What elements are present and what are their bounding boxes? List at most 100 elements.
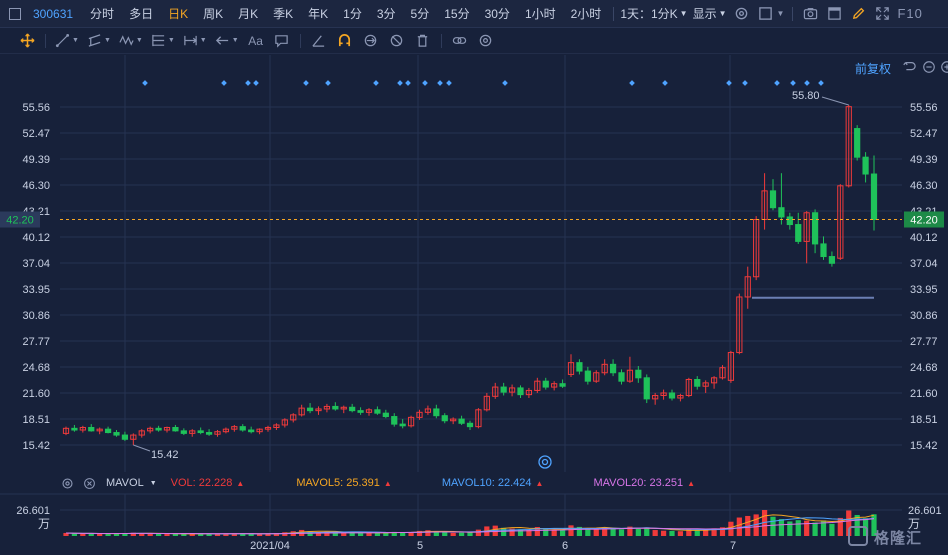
- candle: [584, 366, 591, 385]
- settings-button[interactable]: [731, 3, 753, 25]
- candle: [357, 407, 364, 415]
- minus-zoom-icon[interactable]: [922, 60, 936, 74]
- channel-tool[interactable]: ▼: [83, 30, 115, 52]
- adjust-mode-button[interactable]: 前复权: [855, 62, 892, 76]
- link-tool[interactable]: [447, 30, 473, 52]
- divider: [613, 6, 615, 21]
- period-tab-dayk[interactable]: 日K: [168, 7, 189, 21]
- price-chart[interactable]: 55.56 55.56 52.47 52.47 49.39 49.39 46.30 46.30…: [0, 55, 948, 472]
- crosshair-tool[interactable]: [14, 30, 40, 52]
- display-select[interactable]: 显示: [692, 7, 717, 21]
- event-marker-icon: [221, 80, 227, 86]
- candle: [685, 377, 692, 398]
- delete-drawings-tool[interactable]: [410, 30, 436, 52]
- f10-button[interactable]: F10: [897, 6, 923, 21]
- candle: [593, 370, 600, 383]
- period-tab-15min[interactable]: 15分: [444, 7, 470, 21]
- candle-body: [340, 406, 347, 410]
- volume-bar: [282, 532, 288, 536]
- pattern-tool[interactable]: ▼: [115, 30, 147, 52]
- period-tab-quarterk[interactable]: 季K: [273, 7, 294, 21]
- period-tab-1hour[interactable]: 1小时: [524, 7, 556, 21]
- candle-body: [113, 432, 120, 436]
- plus-zoom-icon[interactable]: [940, 60, 948, 74]
- note-tool[interactable]: [269, 30, 295, 52]
- fib-tool[interactable]: ▼: [147, 30, 179, 52]
- toolbar-settings[interactable]: [473, 30, 499, 52]
- mavol20-value: MAVOL20: 23.251: [593, 477, 684, 489]
- undo-icon[interactable]: [902, 60, 916, 74]
- candle: [652, 392, 659, 405]
- period-tab-yeark[interactable]: 年K: [308, 7, 329, 21]
- period-tab-30min[interactable]: 30分: [484, 7, 510, 21]
- candle-body: [382, 412, 389, 418]
- candle-body: [567, 362, 575, 375]
- volume-indicator-name[interactable]: MAVOL: [106, 477, 144, 489]
- candle: [643, 374, 650, 404]
- ruler-tool[interactable]: [306, 30, 332, 52]
- period-tab-monthk[interactable]: 月K: [238, 7, 259, 21]
- volume-bar: [568, 525, 574, 536]
- arrow-tool[interactable]: ▼: [211, 30, 243, 52]
- layout-button[interactable]: [823, 3, 845, 25]
- period-tab-1min[interactable]: 1分: [343, 7, 362, 21]
- text-tool[interactable]: Aa: [248, 33, 263, 48]
- y-tick-label-right: 21.60: [910, 388, 938, 400]
- candle: [349, 403, 356, 413]
- period-tab-multiday[interactable]: 多日: [129, 7, 154, 21]
- candle-body: [593, 372, 600, 382]
- candle: [382, 409, 389, 419]
- candle-body: [744, 276, 751, 298]
- event-marker-icon: [742, 80, 748, 86]
- candle: [567, 354, 575, 377]
- volume-bar: [80, 533, 86, 536]
- drawing-toolbar: ▼ ▼ ▼ ▼ ▼ ▼ Aa: [0, 28, 948, 54]
- y-tick-label-left: 46.30: [22, 180, 50, 192]
- draw-button[interactable]: [847, 3, 869, 25]
- period-tab-2hour[interactable]: 2小时: [570, 7, 602, 21]
- checkbox-icon: [759, 7, 772, 20]
- stock-code[interactable]: 300631: [33, 6, 74, 21]
- y-tick-label-right: 18.51: [910, 414, 938, 426]
- fullscreen-button[interactable]: [871, 3, 893, 25]
- volume-bar: [181, 533, 187, 536]
- screenshot-button[interactable]: [799, 3, 821, 25]
- volume-bar: [273, 533, 280, 536]
- magnet-tool[interactable]: [332, 30, 358, 52]
- volume-bar: [248, 533, 254, 536]
- candle-body: [786, 216, 793, 226]
- hide-drawings-tool[interactable]: [384, 30, 410, 52]
- candle-body: [837, 185, 844, 259]
- chevron-down-icon: ▼: [135, 37, 143, 44]
- range-tool[interactable]: ▼: [179, 30, 211, 52]
- expand-icon: [876, 7, 889, 20]
- candle: [433, 404, 440, 419]
- candle-body: [71, 427, 78, 431]
- candle-body: [508, 387, 516, 393]
- period-tab-5min[interactable]: 5分: [410, 7, 430, 21]
- sync-tool[interactable]: [358, 30, 384, 52]
- interval-select[interactable]: 1天：1分K: [620, 7, 678, 21]
- period-tab-fenshi[interactable]: 分时: [90, 7, 115, 21]
- candle-body: [601, 363, 608, 374]
- candle-body: [475, 409, 482, 428]
- channel-icon: [88, 34, 101, 47]
- event-marker-icon: [245, 80, 251, 86]
- event-marker-icon: [662, 80, 668, 86]
- volume-close-button[interactable]: [82, 476, 96, 490]
- candle: [795, 212, 802, 244]
- volume-bar: [130, 532, 136, 536]
- volume-bar: [778, 519, 785, 536]
- event-marker-icon: [303, 80, 309, 86]
- period-tab-3min[interactable]: 3分: [376, 7, 396, 21]
- candle: [365, 408, 373, 416]
- candle-body: [391, 416, 398, 425]
- candle: [525, 387, 533, 399]
- overlay-checkbox[interactable]: [755, 3, 777, 25]
- candle-body: [811, 212, 819, 245]
- line-tool[interactable]: ▼: [51, 30, 83, 52]
- volume-settings-button[interactable]: [60, 476, 74, 490]
- period-tab-weekk[interactable]: 周K: [203, 7, 224, 21]
- sidebar-toggle-button[interactable]: [9, 7, 21, 20]
